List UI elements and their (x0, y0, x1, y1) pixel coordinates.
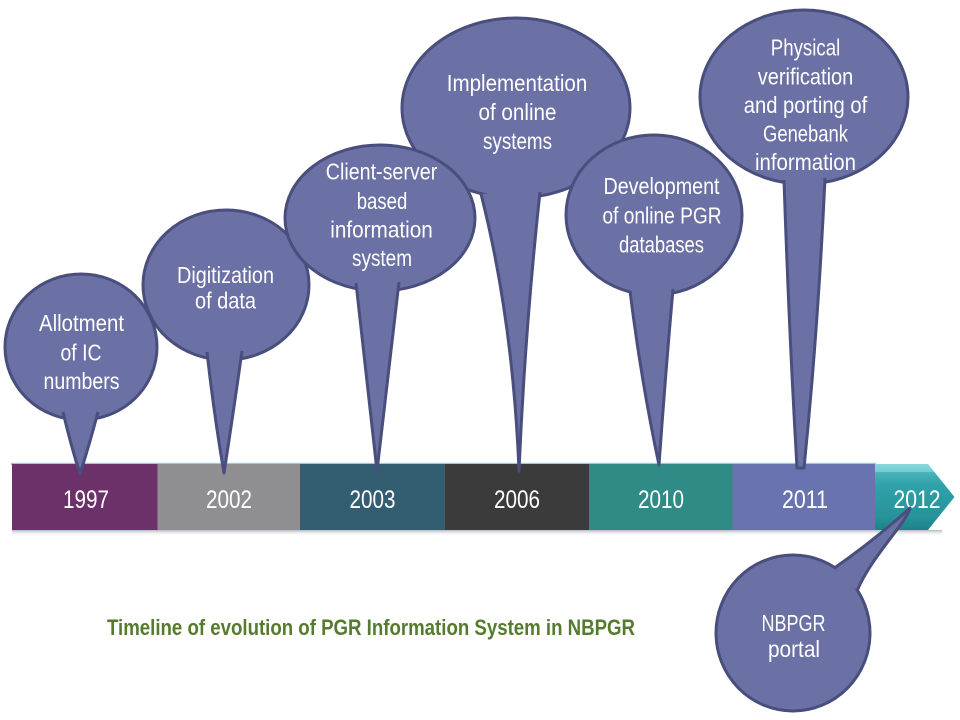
svg-text:of data: of data (195, 288, 257, 314)
svg-text:2012: 2012 (894, 487, 941, 514)
svg-text:based: based (357, 188, 408, 214)
svg-text:of online: of online (479, 99, 557, 125)
svg-text:2003: 2003 (350, 487, 396, 514)
svg-text:1997: 1997 (63, 487, 109, 514)
svg-text:and porting of: and porting of (744, 92, 868, 118)
svg-text:information: information (755, 149, 856, 175)
svg-text:2010: 2010 (638, 487, 684, 514)
svg-text:Client-server: Client-server (326, 159, 438, 185)
svg-text:2011: 2011 (782, 487, 828, 514)
svg-text:system: system (352, 245, 412, 271)
svg-text:2002: 2002 (206, 487, 252, 514)
svg-text:Development: Development (604, 173, 720, 199)
svg-text:portal: portal (768, 636, 820, 662)
svg-text:2006: 2006 (494, 487, 540, 514)
svg-text:NBPGR: NBPGR (762, 610, 826, 636)
svg-text:of IC: of IC (61, 340, 102, 366)
svg-text:Allotment: Allotment (39, 310, 124, 336)
svg-text:information: information (330, 217, 433, 243)
svg-text:systems: systems (483, 128, 552, 154)
svg-text:Physical: Physical (771, 35, 841, 61)
svg-text:Timeline of evolution of PGR I: Timeline of evolution of PGR Information… (107, 615, 635, 640)
svg-text:databases: databases (619, 232, 704, 258)
svg-text:Implementation: Implementation (447, 70, 588, 96)
svg-text:verification: verification (758, 64, 854, 90)
svg-text:Genebank: Genebank (763, 121, 848, 147)
svg-text:Digitization: Digitization (177, 262, 274, 288)
svg-text:numbers: numbers (44, 368, 120, 394)
svg-text:of online PGR: of online PGR (603, 203, 722, 229)
